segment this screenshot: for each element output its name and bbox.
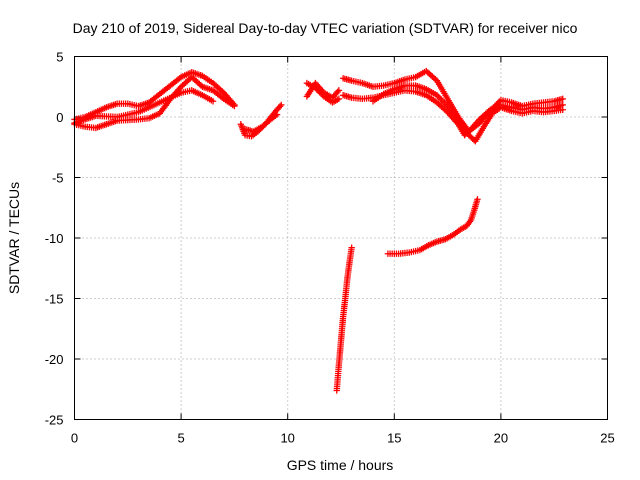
chart-title: Day 210 of 2019, Sidereal Day-to-day VTE… xyxy=(73,20,578,36)
x-tick-label: 15 xyxy=(387,431,401,446)
data-point xyxy=(335,95,343,103)
grid xyxy=(74,56,608,420)
y-axis-label: SDTVAR / TECUs xyxy=(6,182,22,294)
data-point xyxy=(559,95,566,103)
x-tick-label: 25 xyxy=(600,431,614,446)
data-point xyxy=(335,87,343,94)
y-tick-label: 0 xyxy=(56,110,63,125)
y-tick-label: 5 xyxy=(56,50,63,65)
data-point xyxy=(317,90,325,97)
data-point xyxy=(474,196,481,203)
data-point xyxy=(276,103,284,110)
plot-frame xyxy=(74,56,608,420)
x-axis-label: GPS time / hours xyxy=(287,457,394,473)
y-tick-label: -10 xyxy=(45,231,64,246)
y-tick-label: -20 xyxy=(45,352,64,367)
data-point xyxy=(334,88,341,96)
y-tick-label: -15 xyxy=(45,292,64,307)
axis-ticks: 0 5 10 15 20 25 -25 -20 -15 -10 -5 0 5 xyxy=(45,50,615,446)
data-point xyxy=(316,88,323,96)
data-point xyxy=(312,84,319,92)
data-point xyxy=(559,106,566,113)
x-tick-label: 10 xyxy=(280,431,294,446)
x-tick-label: 0 xyxy=(71,431,78,446)
data-point xyxy=(278,101,285,109)
data-point xyxy=(273,111,281,118)
x-tick-label: 20 xyxy=(494,431,508,446)
data-point xyxy=(313,86,321,93)
data-point xyxy=(231,101,238,109)
x-tick-label: 5 xyxy=(177,431,184,446)
data-points xyxy=(71,67,566,394)
data-point xyxy=(315,87,322,94)
data-point xyxy=(209,98,217,105)
y-tick-label: -5 xyxy=(52,171,64,186)
data-point xyxy=(436,95,444,102)
y-tick-label: -25 xyxy=(45,413,64,428)
data-point xyxy=(348,244,355,251)
